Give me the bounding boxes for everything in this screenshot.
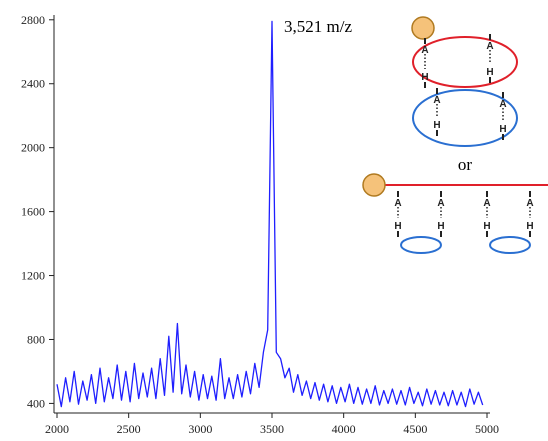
y-tick-label: 2000 <box>21 141 45 155</box>
x-tick-label: 3000 <box>188 422 212 436</box>
end-group <box>411 16 435 40</box>
base-label: A <box>433 95 440 106</box>
base-label: A <box>437 198 444 209</box>
x-tick-label: 4000 <box>332 422 356 436</box>
spectrum-line <box>56 20 484 408</box>
x-tick-label: 2000 <box>45 422 69 436</box>
x-tick-label: 4500 <box>403 422 427 436</box>
x-tick-label: 5000 <box>475 422 499 436</box>
end-group <box>362 173 386 197</box>
base-label: A <box>486 41 493 52</box>
y-tick-label: 2400 <box>21 77 45 91</box>
base-label: H <box>433 120 440 131</box>
base-label: H <box>394 221 401 232</box>
base-label: H <box>486 67 493 78</box>
y-tick-label: 400 <box>27 396 45 410</box>
x-tick-label: 3500 <box>260 422 284 436</box>
blue-loop <box>489 236 531 254</box>
base-label: A <box>483 198 490 209</box>
x-tick-label: 2500 <box>117 422 141 436</box>
base-label: H <box>437 221 444 232</box>
base-label: H <box>526 221 533 232</box>
y-tick-label: 2800 <box>21 13 45 27</box>
y-tick-label: 1600 <box>21 205 45 219</box>
base-label: A <box>394 198 401 209</box>
base-label: H <box>483 221 490 232</box>
y-tick-label: 1200 <box>21 269 45 283</box>
base-label: A <box>421 45 428 56</box>
blue-ring <box>412 89 518 147</box>
peak-annotation: 3,521 m/z <box>284 17 352 36</box>
base-label: A <box>499 99 506 110</box>
y-tick-label: 800 <box>27 332 45 346</box>
base-label: H <box>499 124 506 135</box>
red-ring <box>412 36 518 88</box>
base-label: A <box>526 198 533 209</box>
base-label: H <box>421 72 428 83</box>
diagram: or A H A H A H A H A H A H A H A H <box>362 16 548 254</box>
blue-loop <box>400 236 442 254</box>
or-text: or <box>458 155 473 174</box>
